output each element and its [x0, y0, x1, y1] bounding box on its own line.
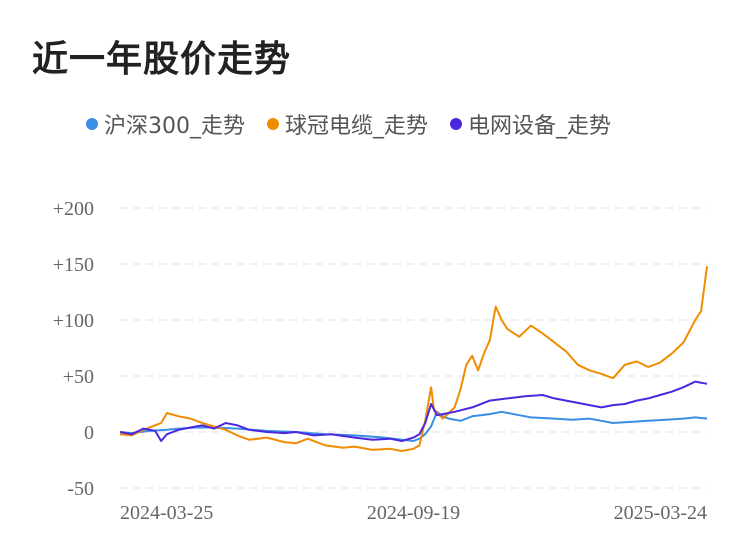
x-tick-label: 2025-03-24	[614, 502, 707, 524]
y-tick-label: +200	[53, 198, 94, 220]
y-tick-label: 0	[84, 422, 94, 444]
legend-item-hs300[interactable]: 沪深300_走势	[86, 108, 245, 140]
x-tick-label: 2024-03-25	[120, 502, 213, 524]
legend: 沪深300_走势 球冠电缆_走势 电网设备_走势	[86, 108, 633, 140]
chart-title: 近一年股价走势	[32, 39, 292, 80]
legend-item-qiuguan[interactable]: 球冠电缆_走势	[267, 108, 428, 140]
legend-label-qiuguan: 球冠电缆_走势	[285, 114, 429, 139]
y-tick-label: +100	[53, 310, 94, 332]
y-tick-label: +50	[63, 366, 94, 388]
y-tick-label: -50	[67, 478, 94, 500]
legend-dot-qiuguan	[267, 118, 279, 130]
x-tick-label: 2024-09-19	[367, 502, 460, 524]
legend-label-hs300: 沪深300_走势	[104, 114, 245, 139]
legend-dot-grid-equipment	[450, 118, 463, 130]
legend-label-grid-equipment: 电网设备_走势	[468, 114, 612, 139]
legend-dot-hs300	[86, 118, 98, 130]
legend-item-grid-equipment[interactable]: 电网设备_走势	[450, 108, 611, 140]
series-line-2	[119, 380, 708, 442]
y-tick-label: +150	[53, 254, 94, 276]
